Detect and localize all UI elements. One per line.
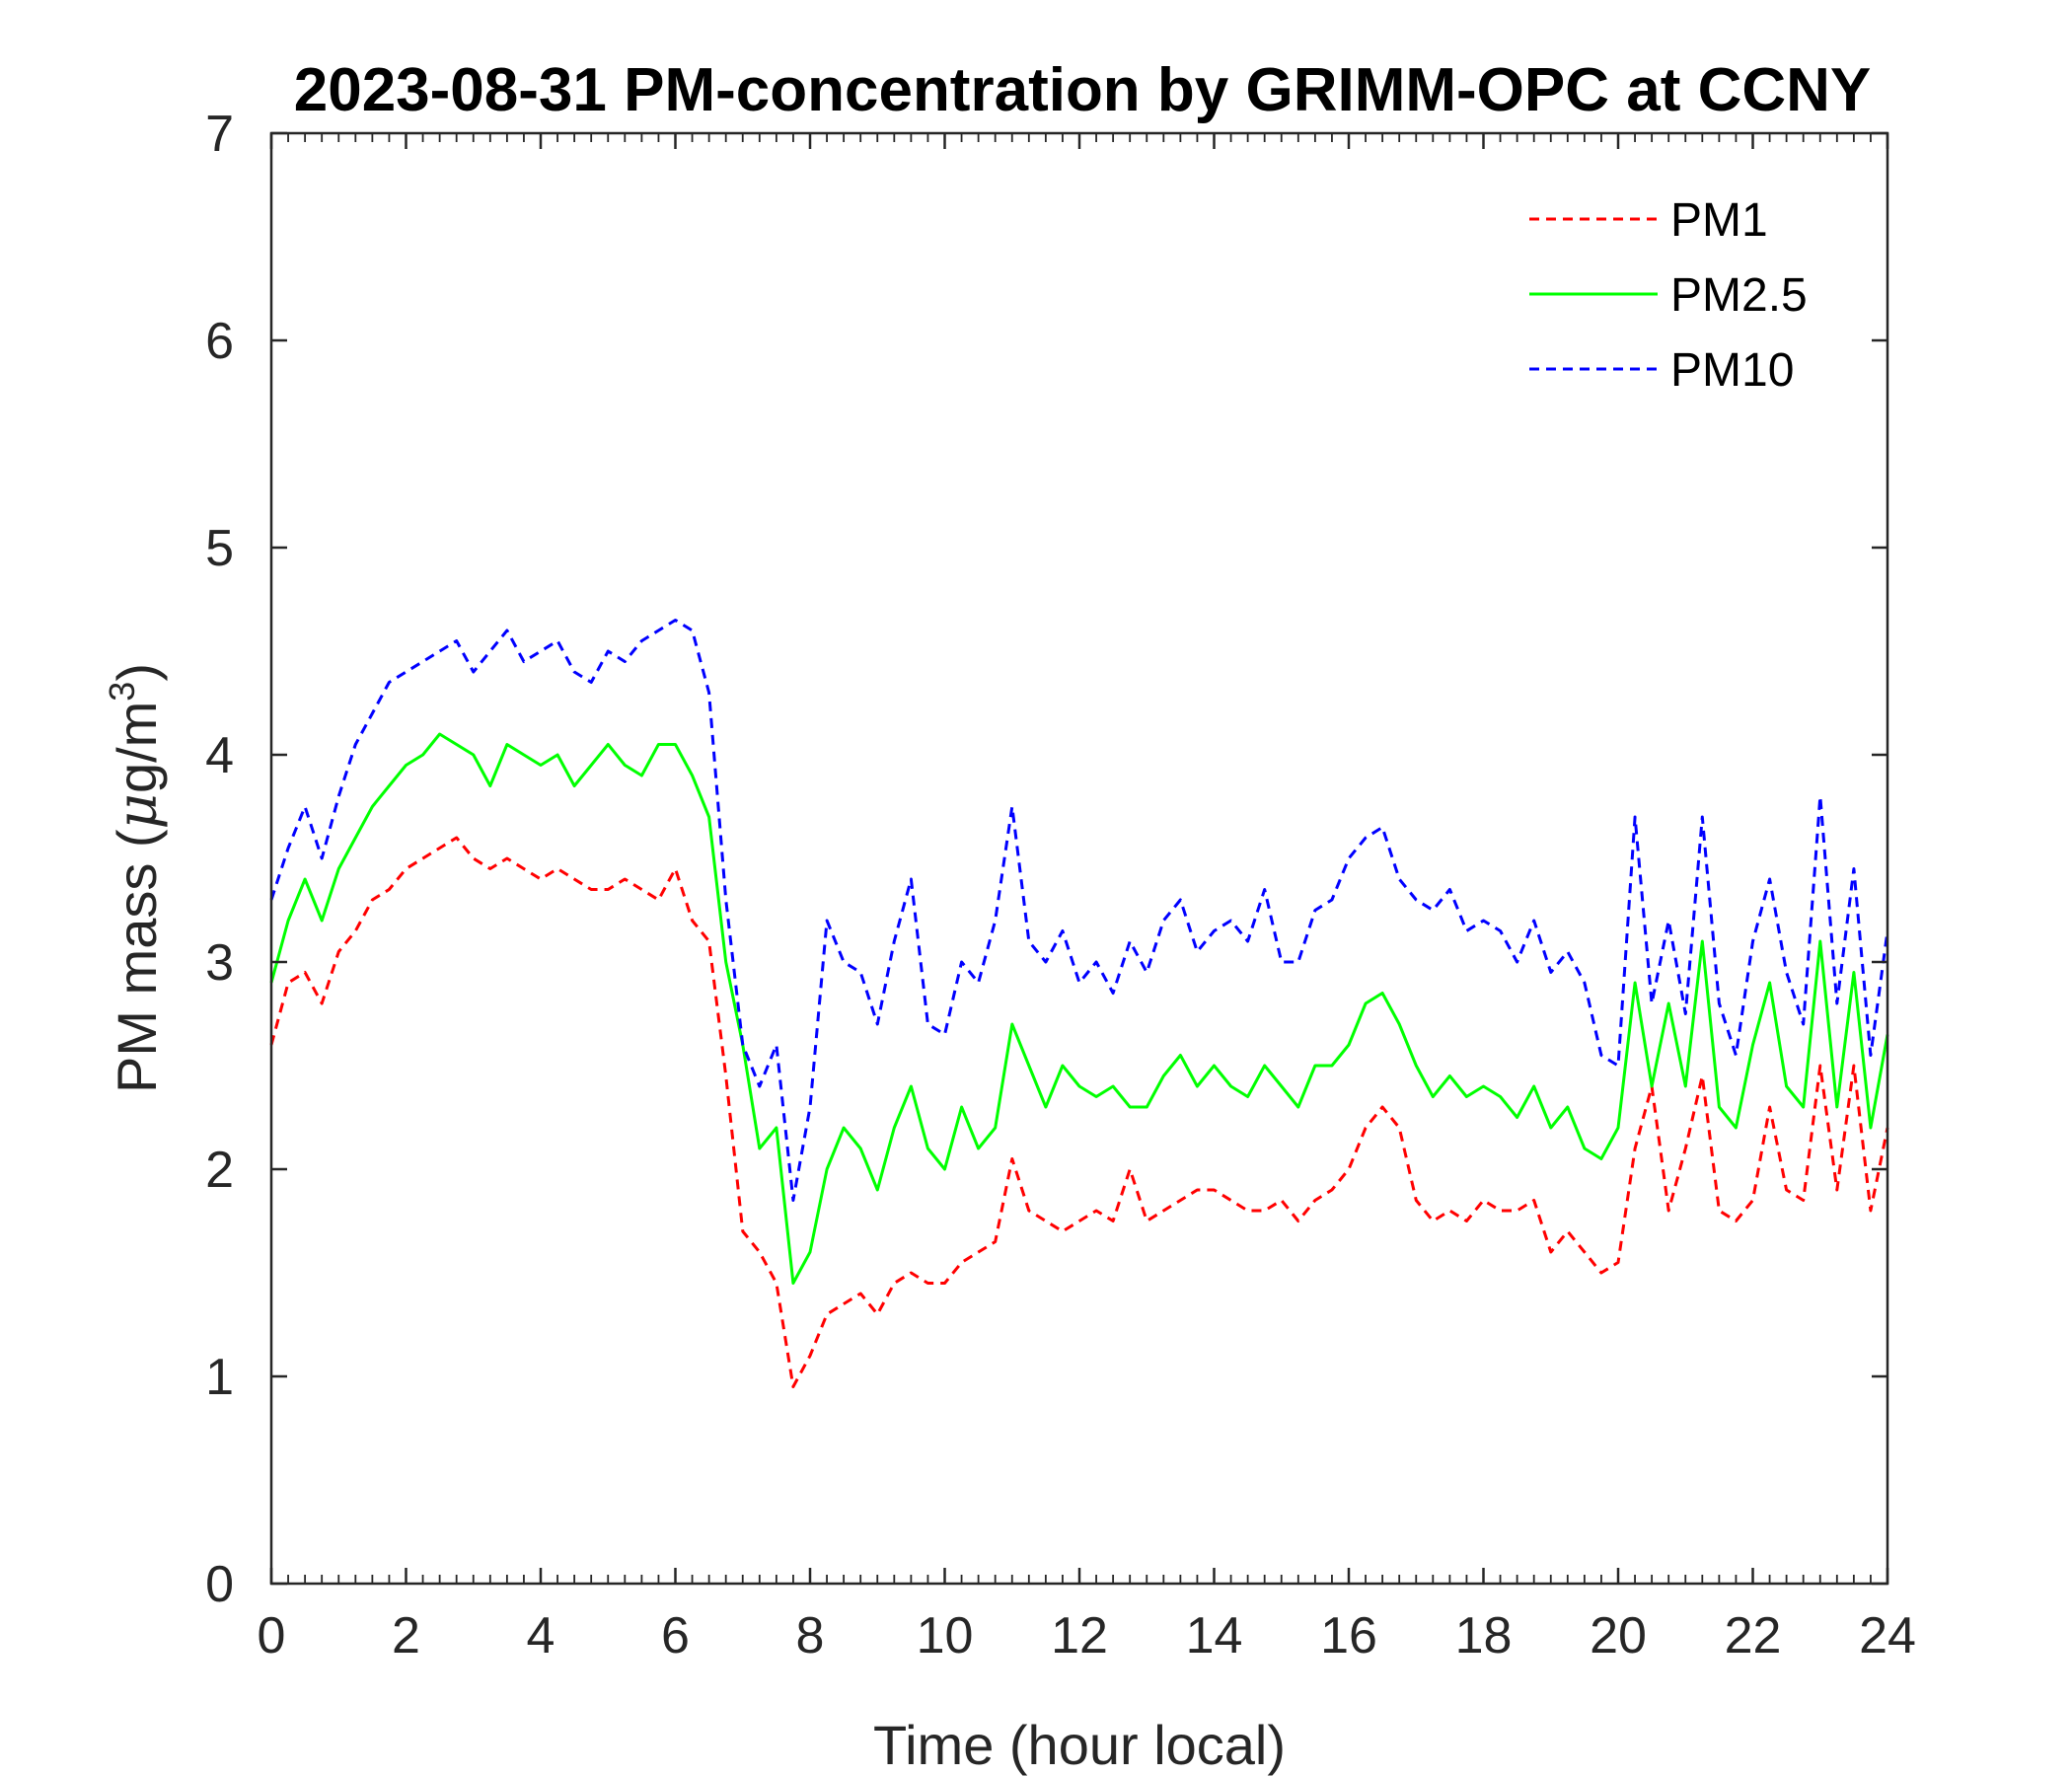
- legend-label-pm10: PM10: [1670, 344, 1794, 397]
- legend: PM1 PM2.5 PM10: [1529, 194, 1808, 397]
- x-tick-label: 20: [1590, 1607, 1647, 1665]
- y-tick-label: 4: [205, 727, 234, 784]
- x-tick-label: 16: [1320, 1607, 1377, 1665]
- y-axis-label-suffix: ): [106, 663, 168, 682]
- y-tick-label: 3: [205, 934, 234, 992]
- legend-label-pm1: PM1: [1670, 194, 1768, 247]
- y-axis-label-mu: μ: [106, 793, 170, 829]
- plot-area: [271, 133, 1887, 1584]
- series-layer: [269, 619, 1889, 1388]
- x-axis-label: Time (hour local): [873, 1714, 1286, 1776]
- series-line-pm2-5: [269, 732, 1889, 1285]
- x-tick-label: 2: [392, 1607, 420, 1665]
- y-tick-label: 0: [205, 1556, 234, 1613]
- y-tick-label: 2: [205, 1142, 234, 1199]
- x-tick-label: 8: [796, 1607, 825, 1665]
- y-axis-label: PM mass (μg/m3): [102, 663, 170, 1093]
- x-tick-label: 12: [1051, 1607, 1108, 1665]
- x-tick-label: 10: [917, 1607, 974, 1665]
- x-tick-label: 6: [661, 1607, 690, 1665]
- x-tick-label: 24: [1859, 1607, 1916, 1665]
- y-tick-label: 7: [205, 106, 234, 163]
- series-line-pm1: [269, 836, 1889, 1388]
- x-tick-label: 0: [258, 1607, 286, 1665]
- x-tick-label: 14: [1186, 1607, 1243, 1665]
- y-tick-label: 5: [205, 520, 234, 577]
- y-tick-label: 6: [205, 313, 234, 370]
- chart-title: 2023-08-31 PM-concentration by GRIMM-OPC…: [294, 56, 1872, 124]
- x-tick-label: 22: [1725, 1607, 1782, 1665]
- x-tick-label: 18: [1455, 1607, 1513, 1665]
- y-axis-label-prefix: PM mass (: [106, 829, 168, 1093]
- legend-label-pm2-5: PM2.5: [1670, 269, 1808, 322]
- y-tick-label: 1: [205, 1349, 234, 1406]
- y-axis-label-superscript: 3: [102, 682, 142, 702]
- y-axis-label-unit: g/m: [106, 702, 168, 793]
- x-tick-label: 4: [527, 1607, 555, 1665]
